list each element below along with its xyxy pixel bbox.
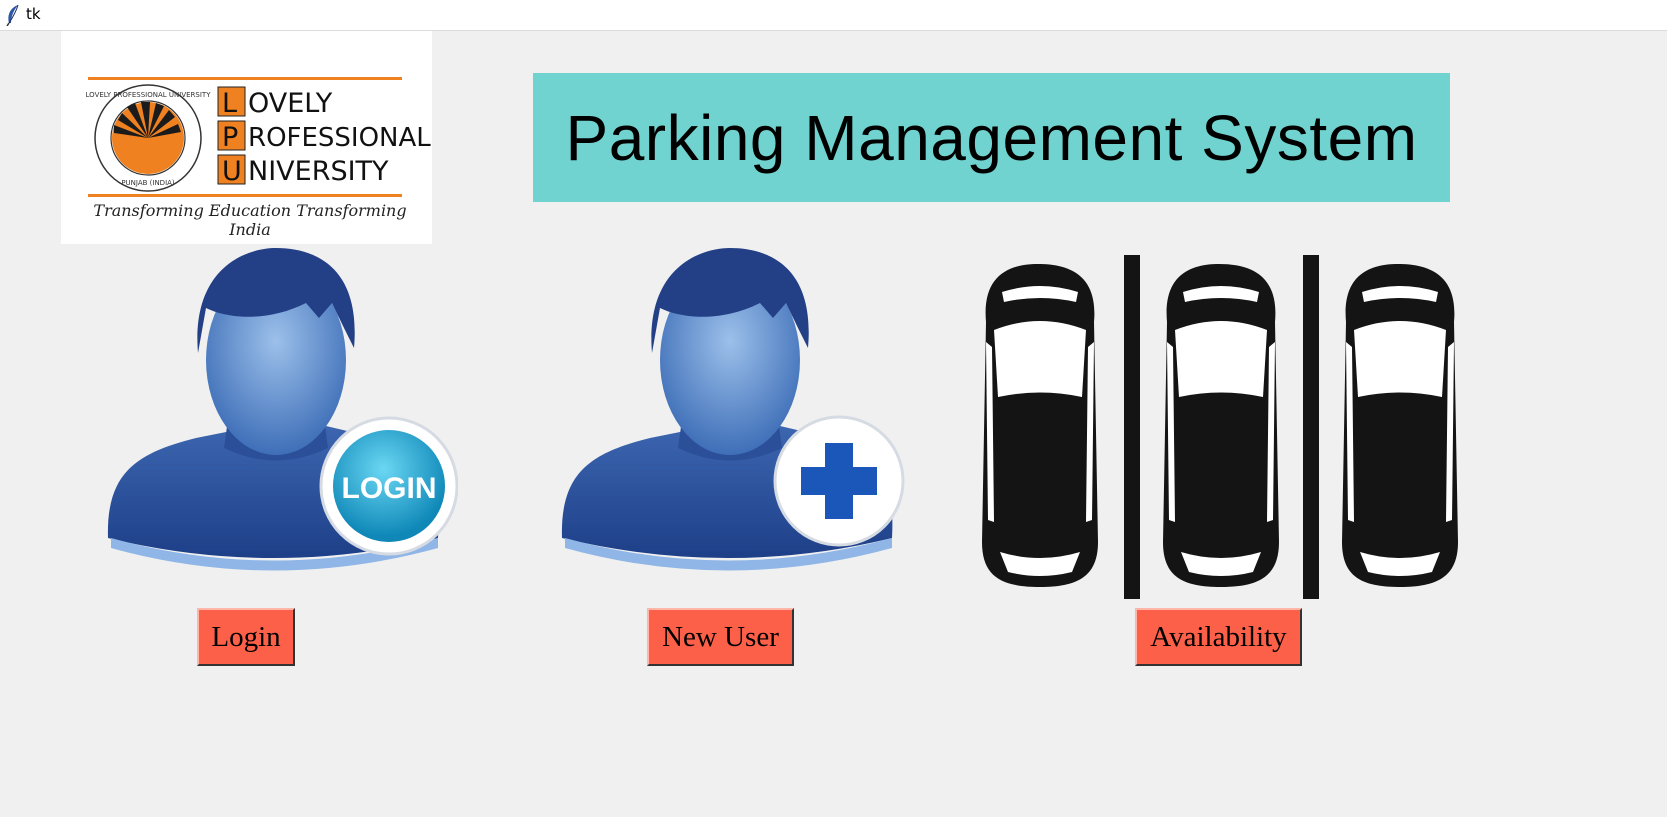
svg-text:L: L <box>222 88 237 119</box>
page-title-banner: Parking Management System <box>533 73 1450 202</box>
car-icon <box>982 264 1098 587</box>
svg-text:LOVELY PROFESSIONAL UNIVERSITY: LOVELY PROFESSIONAL UNIVERSITY <box>86 91 212 99</box>
svg-text:OVELY: OVELY <box>248 88 333 119</box>
university-seal-icon: LOVELY PROFESSIONAL UNIVERSITY PUNJAB (I… <box>86 84 212 192</box>
window-title: tk <box>26 5 41 23</box>
logo-tagline: Transforming Education Transforming Indi… <box>93 201 407 239</box>
feather-icon <box>6 4 19 26</box>
svg-text:PUNJAB (INDIA): PUNJAB (INDIA) <box>121 179 175 187</box>
svg-text:NIVERSITY: NIVERSITY <box>248 156 389 187</box>
svg-text:U: U <box>222 156 242 187</box>
svg-text:P: P <box>222 122 238 153</box>
svg-text:LOGIN: LOGIN <box>342 472 437 505</box>
login-button[interactable]: Login <box>197 608 295 666</box>
user-login-icon: LOGIN <box>107 248 458 571</box>
user-add-icon <box>561 248 905 571</box>
availability-button[interactable]: Availability <box>1135 608 1302 666</box>
parked-cars-icon <box>982 255 1458 599</box>
university-logo: LOVELY PROFESSIONAL UNIVERSITY PUNJAB (I… <box>61 31 432 244</box>
window-titlebar: tk <box>0 0 1667 31</box>
svg-text:ROFESSIONAL: ROFESSIONAL <box>248 123 431 153</box>
lpu-logo-graphic: LOVELY PROFESSIONAL UNIVERSITY PUNJAB (I… <box>86 77 431 197</box>
page-title: Parking Management System <box>565 101 1418 174</box>
new-user-button[interactable]: New User <box>647 608 794 666</box>
